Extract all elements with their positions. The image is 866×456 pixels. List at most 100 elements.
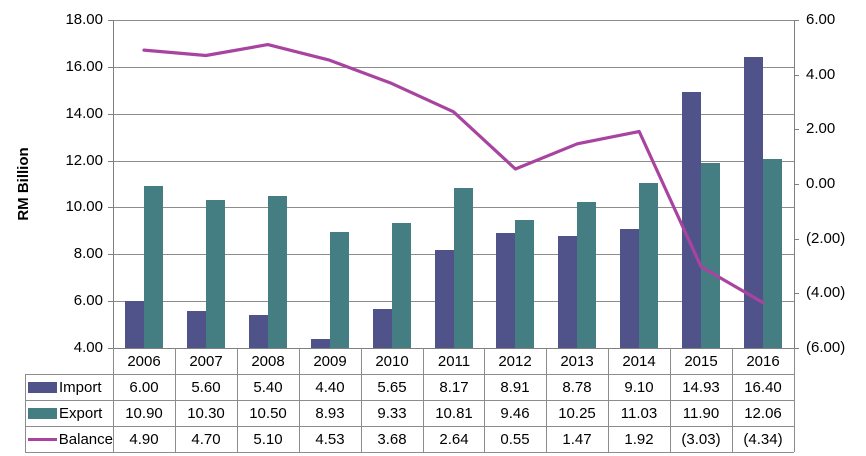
table-border-h (25, 452, 794, 453)
bar-export-2009 (330, 232, 349, 348)
legend-label-balance: Balance (58, 431, 113, 448)
bar-import-2012 (496, 233, 515, 348)
table-cell-balance-2009: 4.53 (315, 431, 345, 448)
table-cell-import-2010: 5.65 (377, 379, 407, 396)
table-border-v (113, 348, 114, 452)
gridline (113, 20, 794, 21)
gridline (113, 67, 794, 68)
table-cell-import-2014: 9.10 (624, 379, 654, 396)
primary-axis-line (113, 20, 114, 348)
table-border-v (794, 348, 795, 452)
table-border-h (25, 374, 794, 375)
gridline (113, 348, 794, 349)
table-cell-balance-2007: 4.70 (191, 431, 221, 448)
table-border-h (25, 400, 794, 401)
bar-import-2010 (373, 309, 392, 348)
left-axis-tick (108, 20, 113, 21)
table-cell-export-2008: 10.50 (249, 405, 287, 422)
bar-import-2007 (187, 311, 206, 348)
table-border-v (299, 348, 300, 452)
legend-item-import: Import (28, 375, 113, 400)
bar-export-2012 (515, 220, 534, 348)
category-label-2006: 2006 (127, 353, 161, 370)
left-axis-tick-label: 18.00 (65, 11, 103, 28)
table-cell-export-2006: 10.90 (125, 405, 163, 422)
bar-export-2011 (454, 188, 473, 348)
right-axis-tick-label: 0.00 (806, 175, 836, 192)
table-border-v (175, 348, 176, 452)
left-axis-tick (108, 348, 113, 349)
table-cell-balance-2016: (4.34) (743, 431, 783, 448)
right-axis-tick-label: 6.00 (806, 11, 836, 28)
category-label-2016: 2016 (746, 353, 780, 370)
bar-export-2007 (206, 200, 225, 348)
bar-import-2009 (311, 339, 330, 348)
table-border-v (608, 348, 609, 452)
table-cell-import-2016: 16.40 (744, 379, 782, 396)
right-axis-tick (794, 75, 799, 76)
table-border-h (25, 426, 794, 427)
bar-export-2015 (701, 163, 720, 348)
bar-import-2016 (744, 57, 763, 348)
left-axis-tick-label: 6.00 (73, 292, 103, 309)
y-axis-title: RM Billion (15, 147, 32, 221)
legend-label-export: Export (59, 405, 103, 422)
table-cell-export-2010: 9.33 (377, 405, 407, 422)
legend-key-import-swatch (28, 382, 57, 393)
category-label-2014: 2014 (622, 353, 656, 370)
table-cell-balance-2012: 0.55 (500, 431, 530, 448)
right-axis-tick (794, 239, 799, 240)
left-axis-tick (108, 114, 113, 115)
table-border-left (25, 374, 26, 452)
right-axis-tick (794, 20, 799, 21)
category-label-2009: 2009 (313, 353, 347, 370)
left-axis-tick-label: 4.00 (73, 339, 103, 356)
table-cell-import-2007: 5.60 (191, 379, 221, 396)
table-cell-balance-2010: 3.68 (377, 431, 407, 448)
legend-label-import: Import (59, 379, 102, 396)
table-border-v (732, 348, 733, 452)
table-cell-balance-2013: 1.47 (562, 431, 592, 448)
legend-item-balance: Balance (28, 427, 113, 452)
category-label-2012: 2012 (498, 353, 532, 370)
legend-key-balance-line (28, 438, 57, 441)
table-border-v (361, 348, 362, 452)
table-cell-balance-2011: 2.64 (439, 431, 469, 448)
left-axis-tick-label: 10.00 (65, 198, 103, 215)
right-axis-tick-label: (6.00) (806, 339, 846, 356)
bar-export-2008 (268, 196, 287, 348)
right-axis-tick-label: 4.00 (806, 66, 836, 83)
table-cell-export-2014: 11.03 (620, 405, 658, 422)
category-label-2011: 2011 (437, 353, 471, 370)
bar-export-2006 (144, 186, 163, 348)
right-axis-tick-label: (2.00) (806, 230, 846, 247)
right-axis-tick (794, 348, 799, 349)
right-axis-tick-label: (4.00) (806, 284, 846, 301)
bar-export-2013 (577, 202, 596, 348)
bar-import-2011 (435, 250, 454, 348)
table-border-v (484, 348, 485, 452)
bar-export-2010 (392, 223, 411, 348)
table-cell-export-2009: 8.93 (315, 405, 345, 422)
left-axis-tick (108, 254, 113, 255)
table-cell-balance-2008: 5.10 (253, 431, 283, 448)
left-axis-tick-label: 8.00 (73, 245, 103, 262)
bar-import-2015 (682, 92, 701, 348)
table-cell-import-2008: 5.40 (253, 379, 283, 396)
left-axis-tick-label: 14.00 (65, 105, 103, 122)
bar-import-2008 (249, 315, 268, 348)
left-axis-tick-label: 12.00 (65, 152, 103, 169)
table-border-v (423, 348, 424, 452)
category-label-2008: 2008 (251, 353, 285, 370)
left-axis-tick (108, 161, 113, 162)
table-cell-export-2007: 10.30 (187, 405, 225, 422)
right-axis-tick (794, 293, 799, 294)
category-label-2013: 2013 (560, 353, 594, 370)
table-cell-import-2015: 14.93 (682, 379, 720, 396)
right-axis-tick (794, 184, 799, 185)
legend-item-export: Export (28, 401, 113, 426)
table-cell-balance-2014: 1.92 (624, 431, 654, 448)
table-cell-export-2016: 12.06 (744, 405, 782, 422)
table-cell-export-2011: 10.81 (435, 405, 473, 422)
